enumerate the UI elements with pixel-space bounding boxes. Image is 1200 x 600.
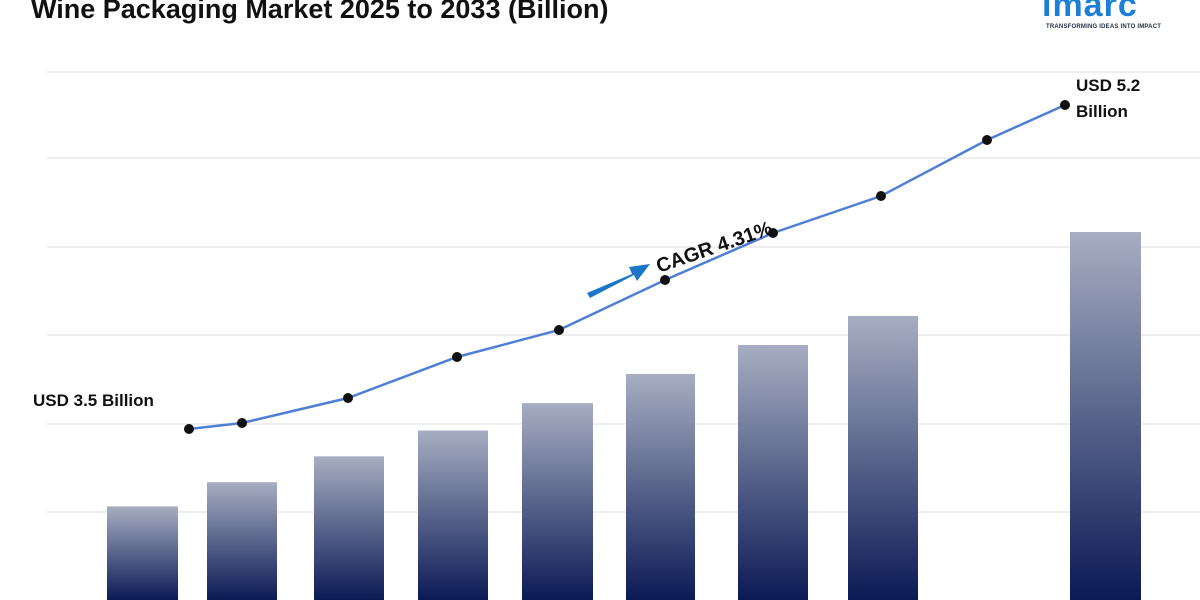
cagr-label: CAGR 4.31%	[653, 217, 775, 277]
trend-polyline	[188, 103, 1066, 431]
gridlines	[47, 71, 1200, 513]
cagr-arrow-shape	[587, 264, 650, 298]
trend-marker	[876, 191, 886, 201]
trend-line	[184, 100, 1070, 434]
trend-marker	[660, 275, 670, 285]
bar-2028	[418, 430, 488, 600]
trend-marker	[237, 418, 247, 428]
trend-marker	[1060, 100, 1070, 110]
chart-title: Wine Packaging Market 2025 to 2033 (Bill…	[31, 0, 609, 24]
bar-2025	[107, 506, 178, 600]
trend-marker	[768, 228, 778, 238]
trend-marker	[343, 393, 353, 403]
imarc-logo: imarc TRANSFORMING IDEAS INTO IMPACT	[1040, 0, 1180, 36]
bar-2031	[738, 344, 808, 600]
bar-2032	[848, 315, 918, 600]
trend-marker	[554, 325, 564, 335]
trend-marker	[184, 424, 194, 434]
bar-2027	[314, 456, 384, 600]
logo-tagline: TRANSFORMING IDEAS INTO IMPACT	[1046, 24, 1162, 30]
bars	[107, 232, 1141, 600]
end-value-label-line2: Billion	[1076, 102, 1128, 121]
cagr-arrow-icon	[587, 264, 650, 298]
bar-2026	[207, 482, 277, 600]
start-value-label: USD 3.5 Billion	[33, 391, 154, 410]
trend-marker	[982, 135, 992, 145]
bar-2030	[626, 374, 695, 600]
end-value-label-line1: USD 5.2	[1076, 76, 1140, 95]
logo-wordmark: imarc	[1042, 0, 1138, 24]
trend-marker	[452, 352, 462, 362]
bar-2033	[1070, 232, 1141, 600]
bar-2029	[522, 403, 593, 600]
